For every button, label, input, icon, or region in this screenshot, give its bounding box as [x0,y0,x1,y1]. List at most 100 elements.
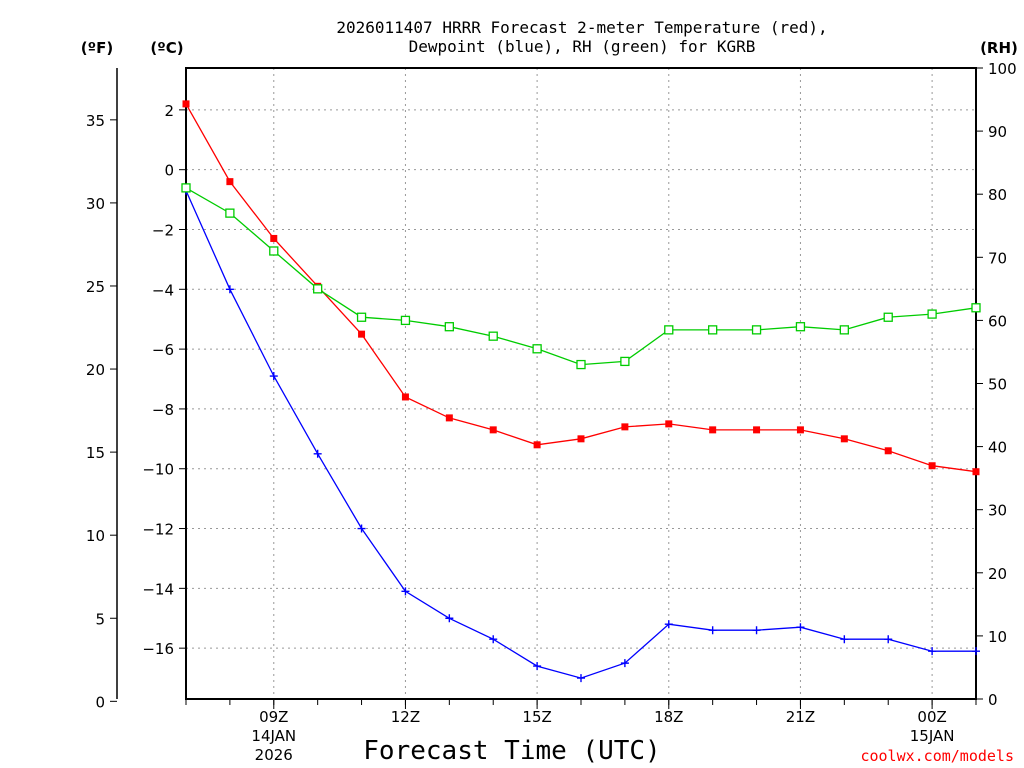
time-tick-label: 12Z [391,708,420,726]
rh-point [400,315,411,326]
temperature-point [182,100,190,108]
celsius-tick-label: −4 [152,281,174,299]
rh-point [927,309,937,319]
rh-tick-label: 90 [988,123,1007,141]
temperature-point [840,435,848,443]
rh-point [839,325,849,335]
rh-point [444,322,454,332]
rh-point [532,344,542,354]
temperature-point [401,393,409,401]
x-axis-label: Forecast Time (UTC) [363,736,660,766]
year-label: 2026 [255,746,293,764]
date-label: 14JAN [251,727,296,745]
rh-tick-label: 80 [988,186,1007,204]
temperature-point [358,330,366,338]
plot-frame [185,67,977,700]
fahrenheit-tick-label: 15 [86,444,105,462]
dewpoint-series-line [185,190,976,679]
rh-point [795,322,806,332]
temperature-point [928,462,936,470]
dewpoint-point [664,620,673,629]
rh-point [971,303,981,313]
chart-title-line2: Dewpoint (blue), RH (green) for KGRB [409,37,756,56]
temperature-point [533,441,541,449]
temperature-point [753,426,761,434]
rh-series-line [185,187,977,366]
time-tick-label: 21Z [786,708,815,726]
rh-point [181,183,191,193]
time-tick-label: 09Z [259,708,288,726]
data-series [181,100,981,683]
temperature-point [445,414,453,422]
credit-link[interactable]: coolwx.com/models [860,747,1014,765]
temperature-point [796,426,804,434]
temperature-point [665,420,673,428]
celsius-tick-label: −10 [142,461,174,479]
rh-tick-label: 10 [988,628,1007,646]
dewpoint-point [445,614,454,623]
fahrenheit-tick-label: 0 [95,693,105,711]
rh-unit-label: (RH) [980,39,1018,57]
celsius-tick-label: 0 [164,162,174,180]
rh-point [313,284,323,294]
dewpoint-point [752,626,761,635]
rh-point [883,312,893,322]
dewpoint-point [357,524,366,533]
dewpoint-point [796,623,805,632]
temperature-point [270,234,278,242]
celsius-tick-label: −16 [142,640,174,658]
celsius-tick-label: −6 [152,341,174,359]
rh-tick-label: 70 [988,249,1007,267]
celsius-unit-label: (ºC) [150,39,183,57]
temperature-point [226,178,234,186]
celsius-tick-label: −8 [152,401,174,419]
dewpoint-point [928,647,937,656]
celsius-axis-ticks: 2 0 −2 −4 −6 −8 −10 −12 −14 −16 [142,102,186,658]
dewpoint-point [401,587,410,596]
dewpoint-point [577,674,585,683]
dewpoint-point [225,285,234,294]
dewpoint-point [840,635,849,644]
dewpoint-point [708,626,717,635]
rh-point [751,325,762,335]
rh-point [620,356,630,367]
dewpoint-point [269,372,278,381]
rh-point [708,325,718,335]
temperature-point [709,426,717,434]
fahrenheit-tick-label: 20 [86,361,105,379]
fahrenheit-axis-ticks: 35 30 25 20 15 10 5 0 [86,112,117,711]
dewpoint-point [972,647,980,656]
rh-point [488,331,498,341]
rh-tick-label: 100 [988,60,1017,78]
temperature-point [972,468,980,476]
dewpoint-point [620,659,629,668]
temperature-point [884,447,892,455]
rh-tick-label: 20 [988,565,1007,583]
fahrenheit-tick-label: 35 [86,112,105,130]
rh-point [576,359,586,370]
dewpoint-point [313,449,322,458]
rh-tick-label: 0 [988,691,998,709]
dewpoint-point [533,662,542,671]
rh-point [664,325,674,335]
rh-tick-label: 60 [988,312,1007,330]
rh-tick-label: 30 [988,502,1007,520]
celsius-tick-label: −12 [142,521,174,539]
fahrenheit-tick-label: 30 [86,195,105,213]
rh-point [269,246,279,256]
dewpoint-point [884,635,893,644]
fahrenheit-tick-label: 5 [95,610,105,628]
temperature-point [489,426,497,434]
celsius-tick-label: −14 [142,580,174,598]
rh-point [356,312,367,322]
fahrenheit-tick-label: 10 [86,527,105,545]
celsius-tick-label: 2 [164,102,174,120]
chart-title-line1: 2026011407 HRRR Forecast 2-meter Tempera… [336,18,827,37]
rh-tick-label: 50 [988,376,1007,394]
fahrenheit-tick-label: 25 [86,278,105,296]
date-label: 15JAN [910,727,955,745]
temperature-point [577,435,585,443]
